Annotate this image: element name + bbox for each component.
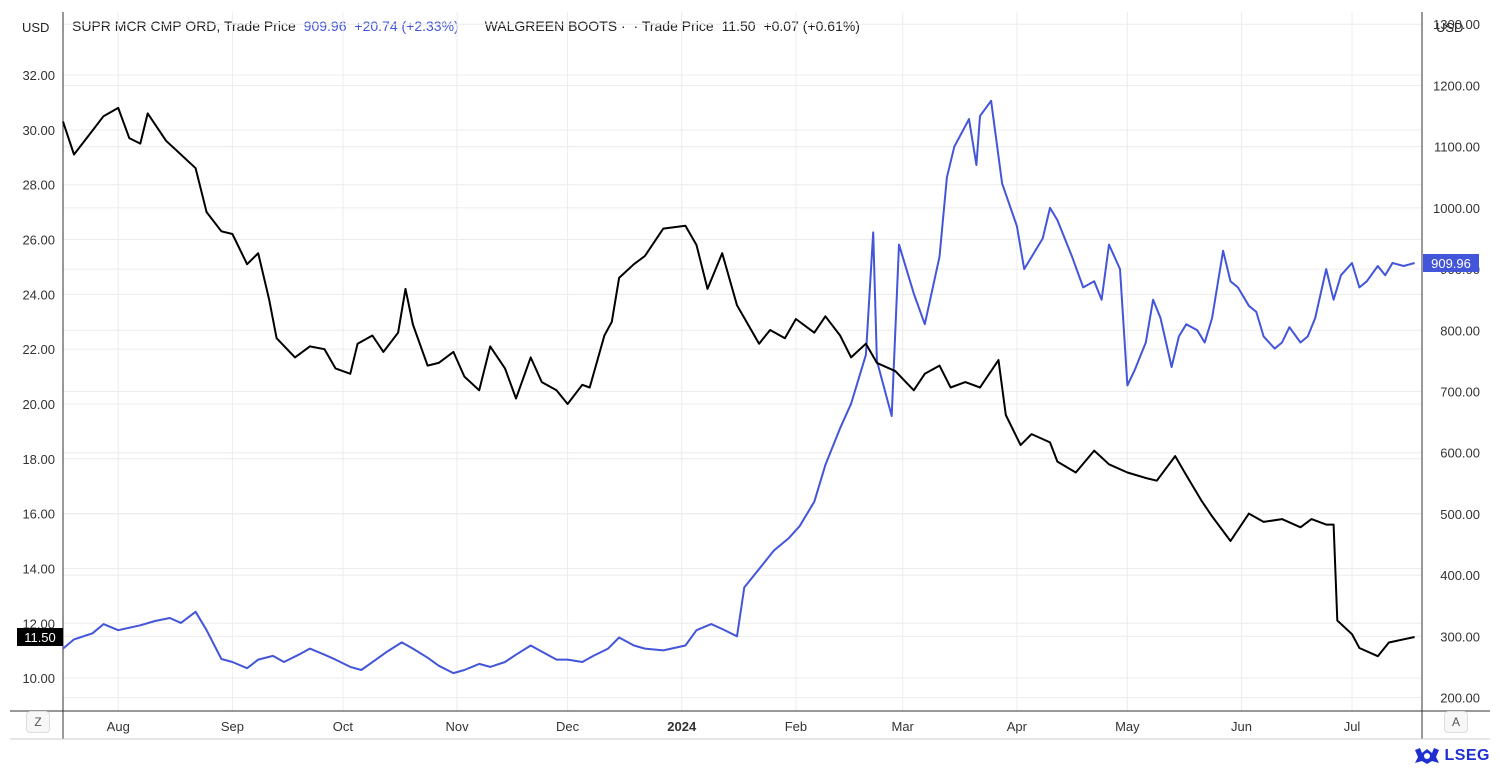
auto-scale-button[interactable]: A <box>1444 711 1468 733</box>
legend-series1-price: 909.96 <box>303 18 347 34</box>
legend-series2-name: WALGREEN BOOTS · <box>484 18 626 34</box>
x-tick-label-9: May <box>1115 719 1140 734</box>
right-tick-label-6: 800.00 <box>1440 323 1480 338</box>
left-tick-label-1: 12.00 <box>22 616 55 631</box>
legend-series1-name: SUPR MCR CMP ORD, Trade Price <box>72 18 296 34</box>
right-tick-label-5: 700.00 <box>1440 384 1480 399</box>
left-tick-label-7: 24.00 <box>22 287 55 302</box>
right-tick-label-0: 200.00 <box>1440 691 1480 706</box>
right-tick-label-8: 1000.00 <box>1433 201 1480 216</box>
left-tick-label-8: 26.00 <box>22 233 55 248</box>
right-last-value-badge <box>1423 253 1479 272</box>
series-line-2 <box>62 106 1415 658</box>
x-tick-label-3: Nov <box>446 719 470 734</box>
x-tick-label-1: Sep <box>221 719 244 734</box>
right-tick-label-10: 1200.00 <box>1433 78 1480 93</box>
series-line-1 <box>62 99 1415 675</box>
left-tick-label-11: 32.00 <box>22 68 55 83</box>
left-tick-label-0: 10.00 <box>22 671 55 686</box>
x-tick-label-11: Jul <box>1344 719 1361 734</box>
left-tick-label-4: 18.00 <box>22 452 55 467</box>
x-tick-label-0: Aug <box>107 719 130 734</box>
left-currency-label: USD <box>22 20 50 35</box>
left-tick-label-9: 28.00 <box>22 178 55 193</box>
right-tick-label-3: 500.00 <box>1440 507 1480 522</box>
x-tick-label-2: Oct <box>333 719 354 734</box>
x-tick-label-10: Jun <box>1231 719 1252 734</box>
legend-series2-price: 11.50 <box>721 18 756 34</box>
right-tick-label-2: 400.00 <box>1440 568 1480 583</box>
lseg-logo-text: LSEG <box>1444 747 1490 764</box>
legend-series2-change: +0.07 (+0.61%) <box>763 18 860 34</box>
right-last-value-label: 909.96 <box>1431 256 1471 271</box>
x-tick-label-5: 2024 <box>667 719 697 734</box>
left-last-value-label: 11.50 <box>24 630 56 645</box>
x-tick-label-6: Feb <box>785 719 807 734</box>
right-tick-label-4: 600.00 <box>1440 446 1480 461</box>
left-tick-label-3: 16.00 <box>22 507 55 522</box>
x-tick-label-4: Dec <box>556 719 580 734</box>
chart-legend: SUPR MCR CMP ORD, Trade Price 909.96 +20… <box>72 18 864 34</box>
x-tick-label-8: Apr <box>1007 719 1028 734</box>
zoom-button[interactable]: Z <box>26 711 50 733</box>
lseg-logo: LSEG <box>1414 747 1490 765</box>
left-tick-label-2: 14.00 <box>22 561 55 576</box>
left-last-value-badge <box>17 627 63 646</box>
left-tick-label-10: 30.00 <box>22 123 55 138</box>
legend-series2-label: · Trade Price <box>633 18 714 34</box>
right-tick-label-11: 1300.00 <box>1433 17 1480 32</box>
right-tick-label-1: 300.00 <box>1440 629 1480 644</box>
left-tick-label-6: 22.00 <box>22 342 55 357</box>
lseg-logo-icon <box>1415 748 1440 764</box>
x-tick-label-7: Mar <box>892 719 915 734</box>
left-tick-label-5: 20.00 <box>22 397 55 412</box>
right-tick-label-9: 1100.00 <box>1434 140 1480 155</box>
right-currency-label: USD <box>1436 20 1464 35</box>
legend-series1-change: +20.74 (+2.33%) <box>354 18 459 34</box>
